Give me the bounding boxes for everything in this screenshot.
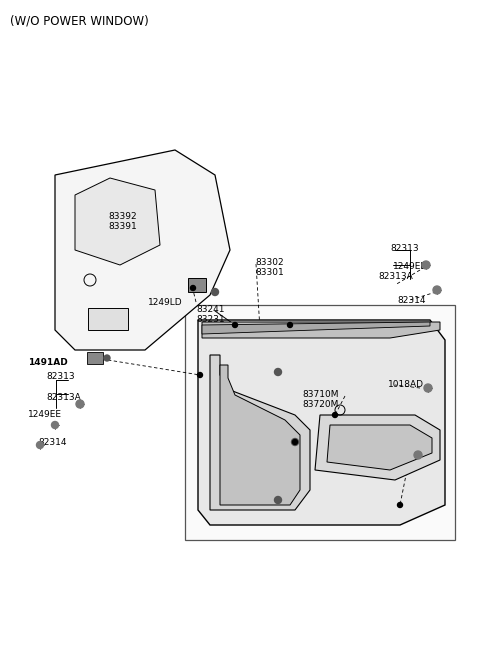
- Text: 83392
83391: 83392 83391: [108, 212, 137, 232]
- Text: 82313: 82313: [390, 244, 419, 253]
- Circle shape: [414, 451, 422, 459]
- Circle shape: [51, 422, 59, 428]
- Text: 83710M
83720M: 83710M 83720M: [302, 390, 338, 409]
- Text: 1018AD: 1018AD: [388, 380, 424, 389]
- Circle shape: [275, 369, 281, 375]
- Bar: [88, 308, 128, 330]
- Text: 82314: 82314: [397, 296, 425, 305]
- Circle shape: [36, 441, 44, 449]
- Polygon shape: [55, 150, 230, 350]
- Polygon shape: [327, 425, 432, 470]
- Text: 1249EE: 1249EE: [393, 262, 427, 271]
- Text: 1249EE: 1249EE: [28, 410, 62, 419]
- Polygon shape: [202, 322, 440, 338]
- Circle shape: [232, 323, 238, 327]
- Circle shape: [291, 438, 299, 445]
- Polygon shape: [315, 415, 440, 480]
- Circle shape: [333, 413, 337, 417]
- Text: 1249GE: 1249GE: [375, 448, 410, 457]
- Circle shape: [422, 261, 430, 269]
- Text: (W/O POWER WINDOW): (W/O POWER WINDOW): [10, 14, 149, 27]
- Bar: [188, 278, 206, 292]
- Polygon shape: [75, 178, 160, 265]
- Bar: [87, 352, 103, 364]
- Circle shape: [212, 289, 218, 295]
- Text: 82726
82716: 82726 82716: [254, 418, 283, 438]
- Polygon shape: [210, 355, 310, 510]
- Text: 83302
83301: 83302 83301: [255, 258, 284, 277]
- Circle shape: [76, 400, 84, 408]
- Circle shape: [104, 355, 110, 361]
- Text: 1491AD: 1491AD: [28, 358, 68, 367]
- Text: 82313A: 82313A: [378, 272, 413, 281]
- Circle shape: [275, 497, 281, 504]
- Text: 83241
83231: 83241 83231: [196, 305, 225, 325]
- Polygon shape: [202, 322, 430, 334]
- Text: 1249LD: 1249LD: [148, 298, 182, 307]
- Polygon shape: [220, 365, 300, 505]
- Circle shape: [197, 373, 203, 377]
- Text: 82313: 82313: [46, 372, 74, 381]
- Text: 82314: 82314: [38, 438, 67, 447]
- Circle shape: [288, 323, 292, 327]
- Circle shape: [292, 440, 298, 445]
- Circle shape: [397, 502, 403, 508]
- Text: 82313A: 82313A: [46, 393, 81, 402]
- Circle shape: [191, 285, 195, 291]
- Bar: [185, 305, 455, 540]
- Polygon shape: [198, 320, 445, 525]
- Circle shape: [424, 384, 432, 392]
- Circle shape: [433, 286, 441, 294]
